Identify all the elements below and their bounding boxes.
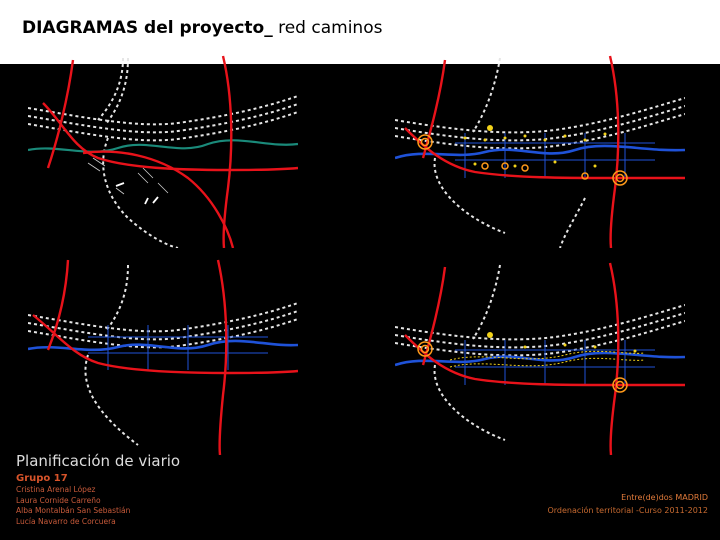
street-hatching	[87, 157, 169, 195]
title-rest: red caminos	[272, 18, 383, 38]
road-network	[42, 55, 298, 248]
group-members: Cristina Arenal López Laura Cornide Carr…	[16, 485, 130, 527]
credit-course: Ordenación territorial -Curso 2011-2012	[547, 506, 708, 515]
diagram-grid-network	[28, 259, 298, 455]
blue-street-grid	[88, 325, 268, 370]
diagram-nodes-network	[395, 55, 685, 248]
dashed-path-network	[395, 57, 685, 248]
yellow-path-band	[449, 350, 646, 368]
title-bar: DIAGRAMAS del proyecto_ red caminos	[0, 0, 720, 64]
group-label: Grupo 17	[16, 473, 68, 484]
member-name: Lucía Navarro de Corcuera	[16, 516, 116, 526]
title-bold: DIAGRAMAS del proyecto_	[22, 18, 273, 38]
member-name: Cristina Arenal López	[16, 485, 96, 494]
credits: Entre(de)dos MADRID Ordenación territori…	[547, 491, 708, 517]
credit-project: Entre(de)dos MADRID	[621, 493, 708, 502]
diagram-base-network	[28, 55, 298, 248]
dashed-path-network	[28, 264, 298, 446]
page-title: DIAGRAMAS del proyecto_ red caminos	[22, 18, 382, 38]
building-marks	[115, 182, 159, 205]
yellow-points	[487, 332, 637, 353]
node-markers	[417, 134, 628, 186]
member-name: Laura Cornide Carreño	[16, 495, 101, 505]
river-blue	[395, 144, 685, 160]
yellow-points	[463, 125, 607, 168]
road-network	[32, 259, 298, 455]
dashed-path-network	[395, 264, 685, 441]
river-teal	[28, 139, 298, 153]
caption: Planificación de viario	[16, 452, 181, 470]
member-name: Alba Montalbán San Sebastián	[16, 506, 131, 515]
node-markers	[417, 341, 628, 393]
dashed-path-network	[28, 57, 298, 248]
diagram-full-network	[395, 262, 685, 455]
